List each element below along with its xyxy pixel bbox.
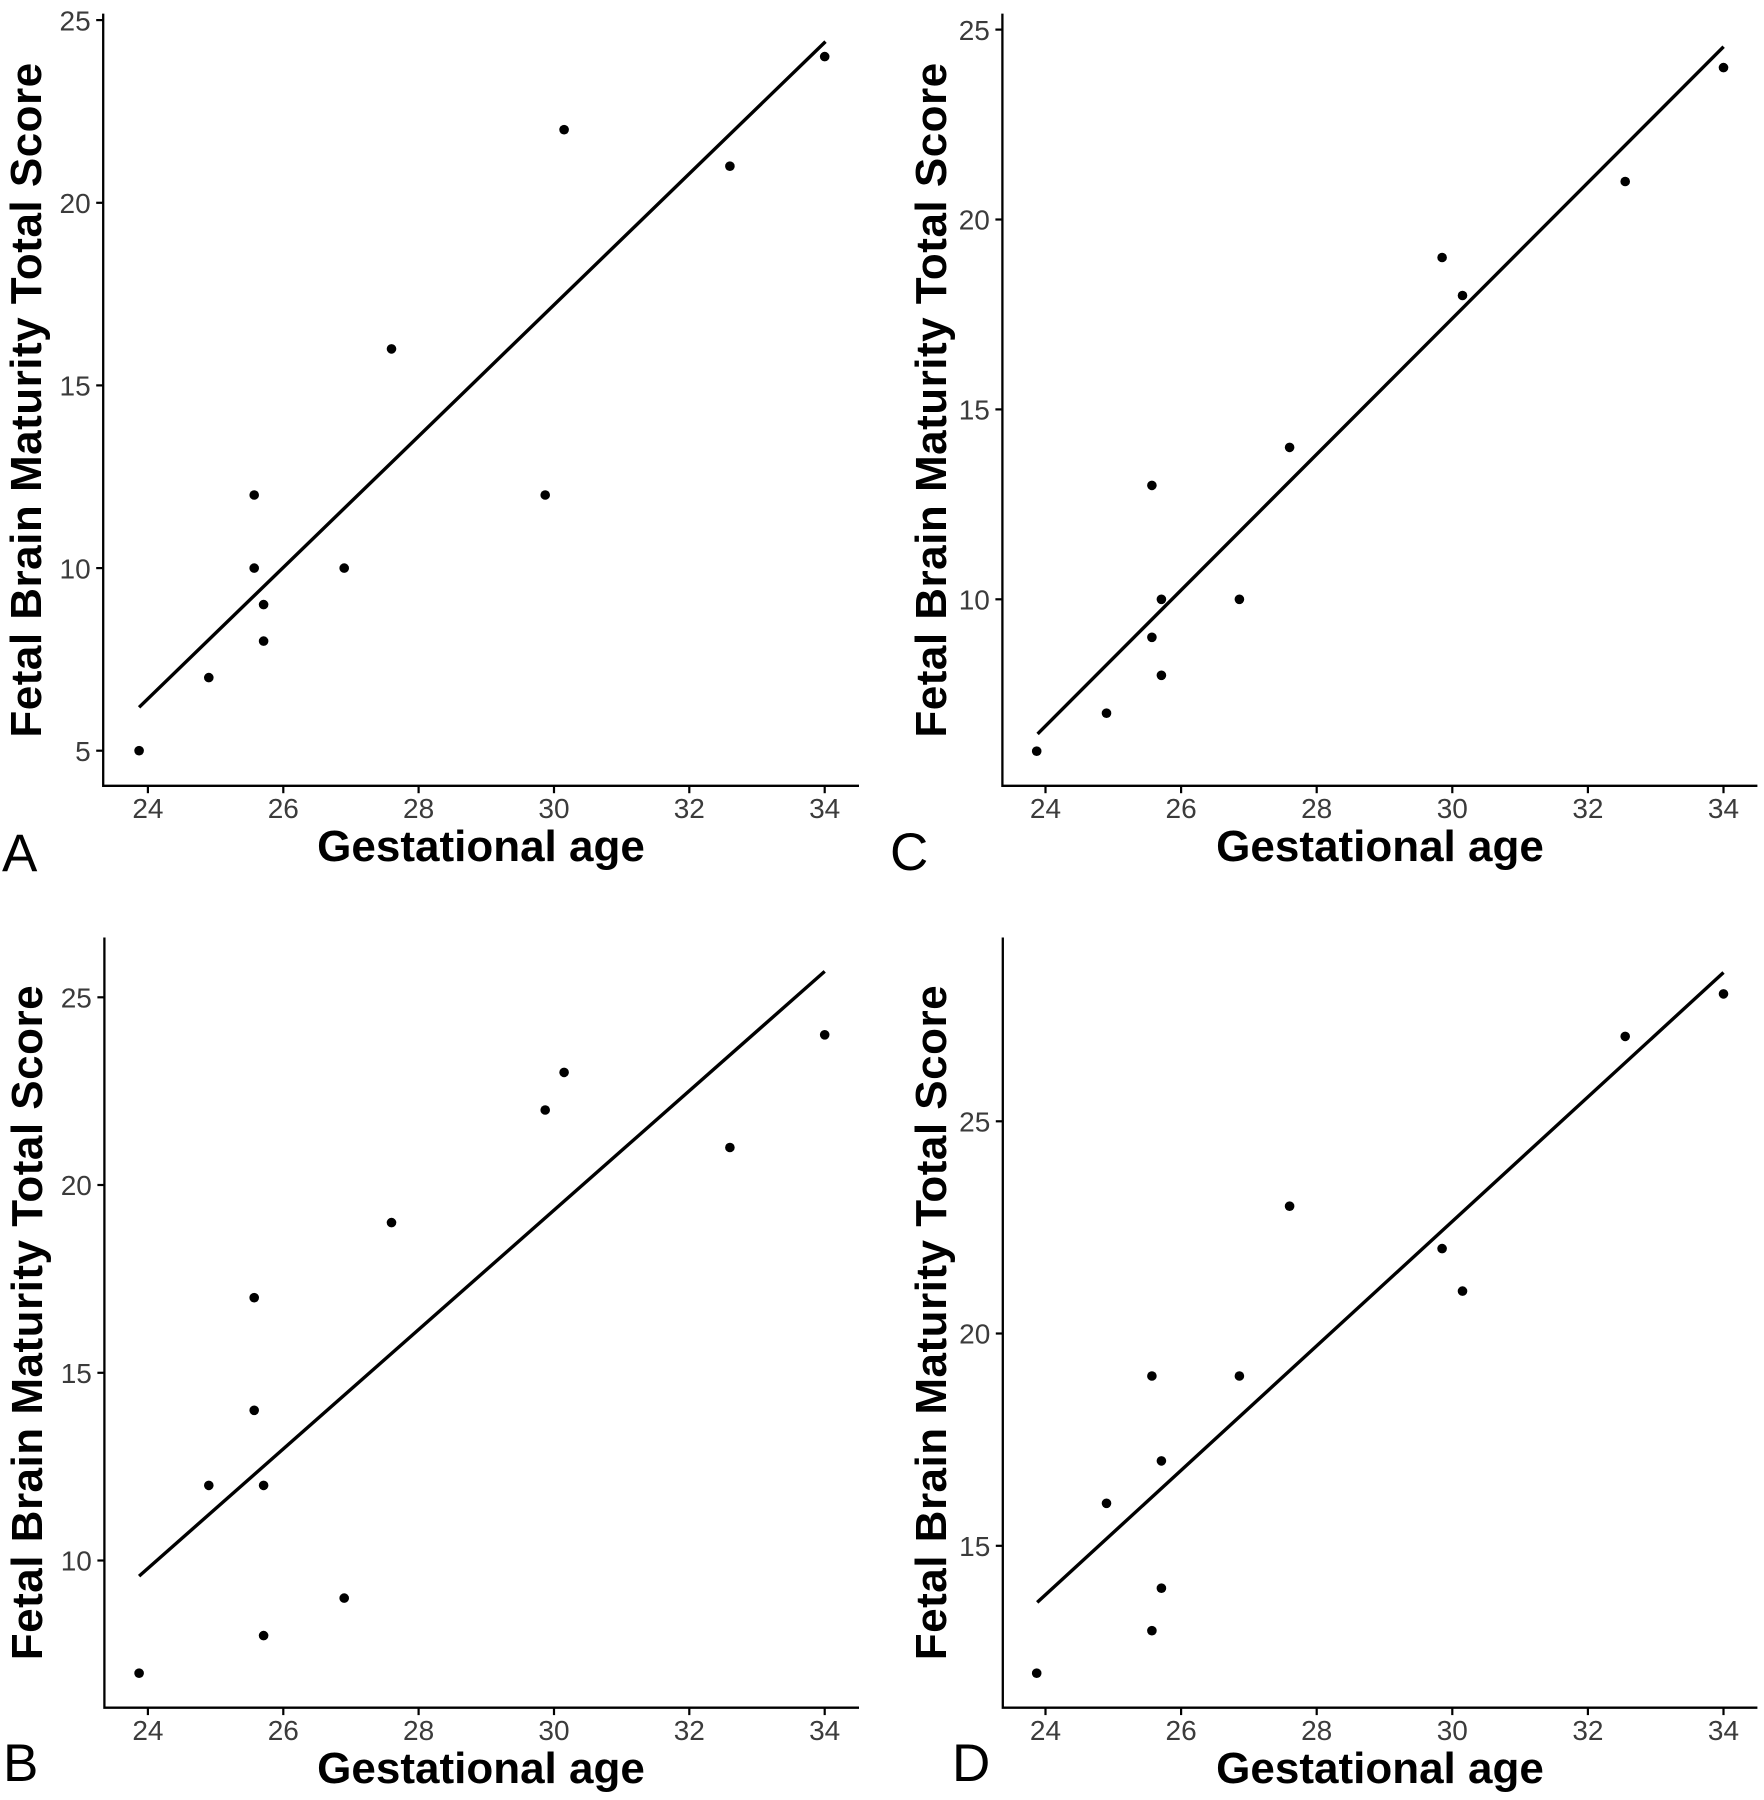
svg-text:10: 10 [61, 1546, 92, 1577]
svg-text:D: D [952, 1734, 990, 1793]
svg-text:10: 10 [959, 585, 990, 616]
svg-text:26: 26 [268, 1715, 299, 1746]
svg-text:30: 30 [1437, 1715, 1468, 1746]
svg-text:25: 25 [959, 15, 990, 46]
svg-text:32: 32 [1572, 1715, 1603, 1746]
svg-text:24: 24 [132, 793, 163, 824]
svg-text:24: 24 [132, 1715, 163, 1746]
svg-text:30: 30 [538, 793, 569, 824]
svg-text:24: 24 [1030, 793, 1061, 824]
svg-text:28: 28 [403, 1715, 434, 1746]
svg-text:34: 34 [809, 793, 840, 824]
svg-text:32: 32 [674, 793, 705, 824]
svg-text:24: 24 [1030, 1715, 1061, 1746]
svg-text:15: 15 [61, 1358, 92, 1389]
svg-text:28: 28 [1301, 1715, 1332, 1746]
svg-text:Gestational age: Gestational age [1216, 822, 1544, 871]
svg-text:Fetal Brain Maturity Total Sco: Fetal Brain Maturity Total Score [907, 985, 956, 1660]
svg-text:34: 34 [1708, 793, 1739, 824]
svg-text:B: B [3, 1734, 38, 1793]
svg-text:Fetal Brain Maturity Total Sco: Fetal Brain Maturity Total Score [3, 985, 52, 1660]
svg-text:15: 15 [60, 371, 91, 402]
svg-text:20: 20 [959, 1319, 990, 1350]
svg-text:26: 26 [1166, 793, 1197, 824]
svg-text:25: 25 [60, 5, 91, 36]
svg-text:25: 25 [61, 983, 92, 1014]
svg-text:Gestational age: Gestational age [317, 1744, 645, 1793]
svg-text:32: 32 [1572, 793, 1603, 824]
svg-text:34: 34 [809, 1715, 840, 1746]
svg-text:5: 5 [75, 736, 91, 767]
svg-text:28: 28 [1301, 793, 1332, 824]
svg-text:28: 28 [403, 793, 434, 824]
svg-text:Gestational age: Gestational age [1216, 1744, 1544, 1793]
svg-text:30: 30 [1437, 793, 1468, 824]
svg-text:15: 15 [959, 395, 990, 426]
svg-text:32: 32 [674, 1715, 705, 1746]
svg-text:Gestational age: Gestational age [317, 822, 645, 871]
svg-text:15: 15 [959, 1531, 990, 1562]
svg-text:C: C [890, 823, 928, 882]
svg-text:10: 10 [60, 553, 91, 584]
svg-text:20: 20 [60, 188, 91, 219]
svg-text:30: 30 [538, 1715, 569, 1746]
svg-text:25: 25 [959, 1107, 990, 1138]
svg-text:A: A [2, 824, 38, 883]
svg-text:Fetal Brain Maturity Total Sco: Fetal Brain Maturity Total Score [2, 62, 51, 737]
svg-text:20: 20 [959, 205, 990, 236]
svg-text:34: 34 [1708, 1715, 1739, 1746]
svg-text:Fetal Brain Maturity Total Sco: Fetal Brain Maturity Total Score [907, 62, 956, 737]
svg-text:26: 26 [268, 793, 299, 824]
svg-text:20: 20 [61, 1170, 92, 1201]
svg-text:26: 26 [1166, 1715, 1197, 1746]
